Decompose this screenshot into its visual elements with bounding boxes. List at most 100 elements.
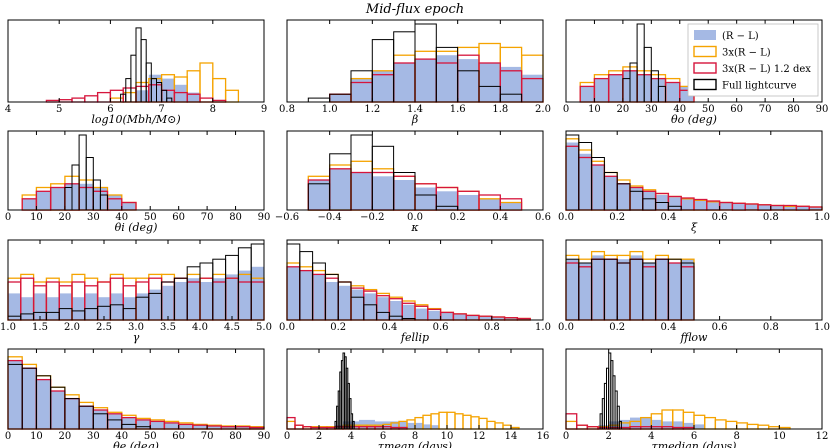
histogram-bar — [174, 282, 188, 320]
tick-label: 90 — [258, 212, 271, 223]
x-axis-label: τmedian (days) — [652, 440, 737, 448]
tick-label: 8 — [412, 431, 418, 442]
x-axis-label: θo (deg) — [671, 113, 717, 126]
histogram-bar — [478, 417, 488, 430]
histogram-bar — [72, 297, 85, 320]
axes-frame — [286, 239, 544, 321]
legend-swatch — [694, 30, 716, 40]
histogram-bar — [64, 398, 80, 429]
axes-frame — [565, 239, 823, 321]
tick-label: 50 — [702, 104, 715, 115]
histogram-bar — [714, 419, 727, 430]
tick-label: 50 — [144, 212, 157, 223]
histogram-bar — [294, 424, 304, 430]
histogram-bar — [470, 416, 480, 430]
histogram-panel: 0 10 20 30 40 50 60 70 80 90 θe (deg) — [5, 348, 270, 448]
histogram-bar — [84, 293, 98, 320]
tick-label: 80 — [229, 431, 242, 442]
tick-label: 1.6 — [450, 104, 466, 115]
histogram-bar — [736, 422, 749, 430]
tick-label: 14 — [505, 431, 518, 442]
histogram-bar — [161, 285, 175, 320]
histogram-bar — [207, 426, 222, 429]
tick-label: 0.6 — [433, 322, 449, 333]
x-axis-label: fflow — [680, 331, 708, 344]
histogram-panel: 0 10 20 30 40 50 60 70 80 90 θi (deg) — [5, 130, 271, 234]
x-axis-label: τmean (days) — [378, 440, 452, 448]
histogram-bar — [351, 289, 364, 320]
histogram-bar — [704, 416, 717, 430]
tick-label: −0.4 — [318, 212, 342, 223]
histogram-bar — [79, 406, 94, 429]
tick-label: 6 — [380, 431, 386, 442]
tick-label: 4.0 — [192, 322, 208, 333]
histogram-panel: 0.0 0.2 0.4 0.6 0.8 1.0 fellip — [279, 239, 551, 344]
histogram-bar — [199, 97, 214, 103]
tick-label: 2 — [605, 431, 611, 442]
legend-swatch — [693, 62, 717, 74]
axes-frame — [7, 19, 265, 103]
histogram-bar — [33, 293, 47, 320]
histogram-bar — [148, 74, 162, 102]
x-axis-label: θi (deg) — [115, 221, 158, 234]
histogram-bar — [732, 203, 746, 211]
histogram-bar — [286, 416, 296, 430]
x-axis-label: κ — [410, 221, 419, 234]
histogram-bar — [235, 426, 250, 429]
tick-label: 70 — [201, 431, 214, 442]
histogram-bar — [591, 165, 605, 210]
x-axis-label: fellip — [400, 331, 429, 344]
tick-label: 0.4 — [381, 322, 397, 333]
histogram-bar — [212, 77, 227, 103]
tick-label: 8 — [210, 104, 216, 115]
histogram-bar — [225, 274, 239, 320]
histogram-bar — [224, 89, 240, 103]
histogram-bar — [604, 176, 618, 211]
histogram-bar — [110, 293, 124, 320]
histogram-bar — [329, 94, 351, 102]
histogram-bar — [694, 200, 707, 211]
tick-label: 0.8 — [484, 322, 500, 333]
histogram-panel: 1.0 1.5 2.0 2.5 3.0 3.5 4.0 4.5 5.0 γ — [0, 239, 272, 344]
tick-label: 0 — [563, 104, 569, 115]
tick-label: 7 — [158, 104, 164, 115]
histogram-bar — [578, 263, 592, 320]
histogram-bar — [372, 70, 394, 102]
histogram-bar — [130, 54, 137, 103]
tick-label: 0.6 — [712, 212, 728, 223]
histogram-bar — [642, 263, 656, 320]
tick-label: 12 — [816, 431, 829, 442]
histogram-bar — [136, 90, 149, 102]
tick-label: 0 — [284, 431, 290, 442]
histogram-bar — [431, 425, 439, 429]
histogram-bar — [59, 293, 72, 320]
histogram-bar — [351, 172, 373, 210]
histogram-bar — [604, 259, 618, 320]
tick-label: 0.0 — [558, 212, 574, 223]
tick-label: 8 — [733, 431, 739, 442]
histogram-bar — [580, 86, 595, 102]
tick-label: 4 — [5, 104, 11, 115]
histogram-bar — [809, 207, 822, 210]
tick-label: 60 — [172, 431, 185, 442]
tick-label: 10 — [30, 431, 43, 442]
histogram-bar — [187, 278, 200, 320]
histogram-bar — [578, 153, 592, 211]
tick-label: 10 — [773, 431, 786, 442]
histogram-bar — [109, 89, 124, 103]
histogram-bar — [8, 360, 23, 429]
tick-label: 0.2 — [609, 322, 625, 333]
histogram-bar — [446, 411, 456, 430]
histogram-bar — [436, 191, 458, 211]
histogram-bar — [415, 422, 423, 429]
tick-label: −0.6 — [275, 212, 299, 223]
tick-label: 20 — [59, 212, 72, 223]
legend-label: 3x(R − L) 1.2 dex — [722, 64, 811, 75]
tick-label: 6 — [107, 104, 113, 115]
tick-label: 0.6 — [535, 212, 551, 223]
histogram-bar — [121, 417, 136, 429]
histogram-bar — [351, 78, 373, 102]
histogram-bar — [50, 187, 65, 210]
tick-label: 2 — [316, 431, 322, 442]
histogram-bar — [655, 259, 669, 320]
